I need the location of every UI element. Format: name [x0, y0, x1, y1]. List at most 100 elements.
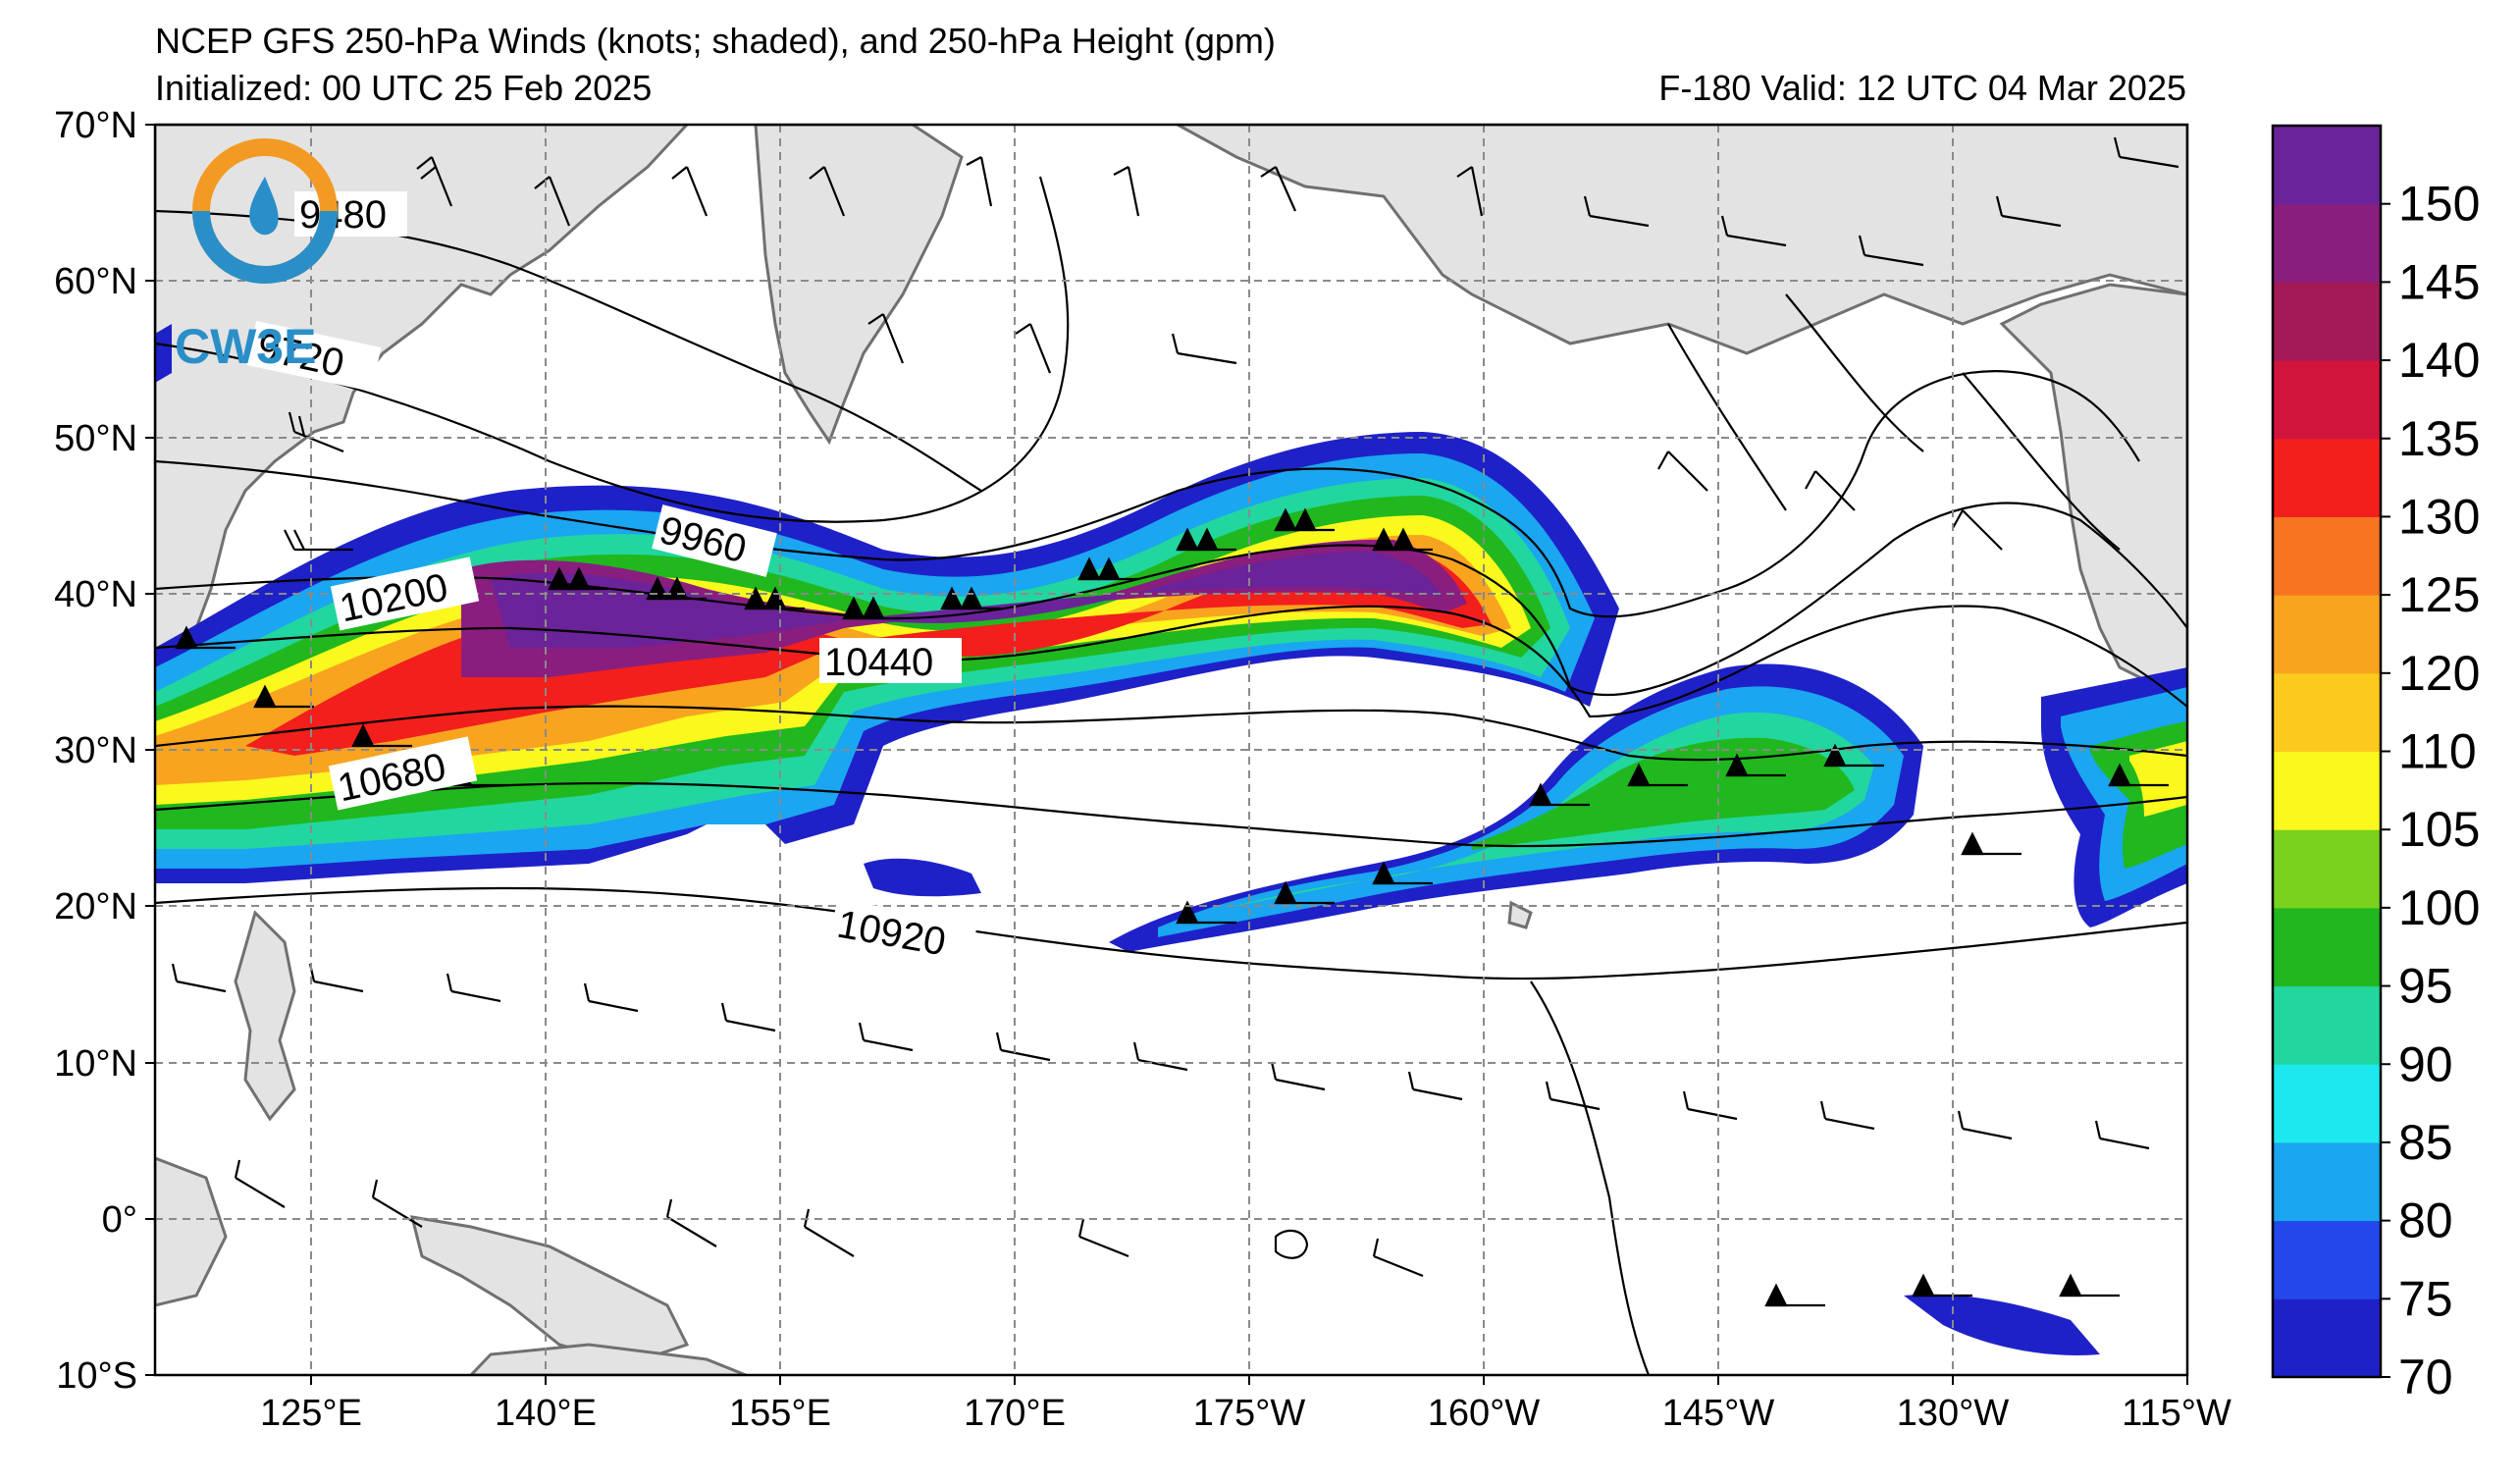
colorbar-swatch [2273, 1141, 2381, 1222]
wind-barb [583, 982, 639, 1013]
contour-line [1785, 293, 1924, 452]
wind-barb [1682, 1090, 1738, 1121]
lat-label: 20°N [54, 886, 137, 927]
colorbar-label: 120 [2398, 646, 2480, 701]
wind-barb [548, 566, 608, 591]
map-title: NCEP GFS 250-hPa Winds (knots; shaded), … [155, 21, 1276, 61]
wind-barb [1627, 763, 1688, 787]
wind-barb [1583, 195, 1650, 228]
colorbar-label: 105 [2398, 802, 2480, 857]
wind-barb [1545, 1081, 1601, 1111]
lon-label: 125°E [260, 1393, 362, 1434]
contour-line [155, 886, 2187, 980]
wind-barb [416, 156, 453, 207]
colorbar-label: 140 [2398, 333, 2480, 388]
height-contours [155, 176, 2187, 1375]
wind-barb [966, 156, 993, 207]
kamchatka-land [754, 125, 964, 446]
wind-barb [234, 1159, 286, 1208]
lon-label: 175°W [1193, 1393, 1306, 1434]
wind-barb [1077, 556, 1138, 581]
wind-barb [1720, 215, 1787, 247]
land-areas [155, 125, 2187, 1375]
lat-label: 60°N [54, 261, 137, 302]
wind-barb [1407, 1071, 1463, 1101]
colorbar-label: 150 [2398, 177, 2480, 232]
colorbar-swatch [2273, 1298, 2381, 1378]
contour-line [1667, 323, 1787, 511]
wind-barb [253, 684, 314, 709]
colorbar-label: 125 [2398, 567, 2480, 622]
contour-line [1962, 372, 2121, 551]
colorbar-label: 110 [2398, 724, 2477, 779]
wind-barb [1725, 753, 1786, 777]
lat-label: 70°N [54, 105, 137, 146]
colorbar: 70 75 80 85 90 95 100 105 110 120 125 130 135 140 145 1… [2271, 124, 2480, 1404]
colorbar-label: 135 [2398, 411, 2480, 466]
lat-label: 0° [102, 1199, 137, 1241]
wind-barb [1657, 450, 1708, 492]
wind-barb [940, 586, 1001, 610]
colorbar-swatch [2273, 985, 2381, 1065]
wind-barb [1823, 743, 1884, 768]
colorbar-swatch [2273, 907, 2381, 987]
colorbar-label: 70 [2398, 1350, 2453, 1404]
wind-barb [671, 166, 709, 217]
borneo-land [155, 1156, 228, 1307]
valid-time: F-180 Valid: 12 UTC 04 Mar 2025 [1658, 68, 2186, 108]
colorbar-swatch [2273, 203, 2381, 283]
colorbar-swatch [2273, 516, 2381, 596]
colorbar-swatch [2273, 595, 2381, 674]
colorbar-labels: 70 75 80 85 90 95 100 105 110 120 125 130 135 140 145 1… [2381, 177, 2480, 1404]
wind-barb [1171, 333, 1237, 365]
wind-barb [995, 1032, 1051, 1062]
wind-barb [1274, 880, 1335, 905]
wind-barb [284, 529, 353, 552]
lon-label: 160°W [1428, 1393, 1541, 1434]
wind-barb [809, 166, 846, 217]
colorbar-label: 75 [2398, 1271, 2453, 1326]
colorbar-swatches [2273, 126, 2381, 1378]
hawaii-land [1507, 900, 1533, 929]
contour-line [155, 705, 2187, 762]
wind-barb [2059, 1273, 2120, 1298]
contour-line [1530, 980, 1651, 1375]
contour-label-9480: 9480 [299, 193, 387, 237]
latitude-labels: 70°N 60°N 50°N 40°N 30°N 20°N 10°N 0° 10… [54, 105, 137, 1397]
lon-label: 155°E [729, 1393, 831, 1434]
wind-barb [1961, 831, 2021, 856]
wind-barb [1015, 323, 1052, 374]
wind-barb [1077, 1218, 1129, 1258]
lon-label: 115°W [2122, 1393, 2231, 1434]
colorbar-label: 100 [2398, 880, 2480, 935]
wind-barb [1529, 782, 1590, 807]
wind-barb [744, 586, 805, 610]
lat-label: 40°N [54, 574, 137, 615]
wind-barb [1805, 470, 1856, 511]
philippines-land [234, 910, 296, 1122]
axis-ticks [145, 124, 2188, 1385]
wind-barb [1176, 900, 1236, 925]
colorbar-swatch [2273, 829, 2381, 909]
wind-barb [842, 596, 903, 620]
wind-barb [1957, 1110, 2013, 1140]
wind-barb [1372, 1238, 1424, 1278]
cw3e-logo: CW3E [175, 138, 338, 374]
wind-barb [1113, 166, 1140, 217]
contour-line [155, 605, 2187, 718]
logo-text: CW3E [175, 319, 316, 374]
lat-label: 10°N [54, 1043, 137, 1085]
colorbar-label: 145 [2398, 254, 2480, 309]
wind-barb [1952, 509, 2003, 551]
colorbar-swatch [2273, 751, 2381, 830]
wind-barb [534, 176, 571, 227]
lat-label: 50°N [54, 418, 137, 459]
wind-barb [720, 1002, 776, 1033]
wind-barb [1176, 527, 1236, 552]
lat-label: 30°N [54, 730, 137, 771]
wind-barb [288, 411, 344, 453]
wind-barb [1372, 527, 1433, 552]
wind-barb [2094, 1120, 2150, 1150]
wind-barb [1456, 166, 1484, 217]
wind-barb [1858, 235, 1924, 267]
